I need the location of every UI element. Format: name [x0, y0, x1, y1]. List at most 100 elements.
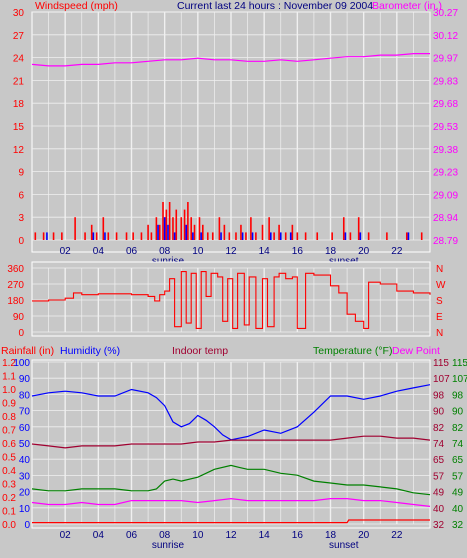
tick-label-windspeed: 27 [13, 31, 25, 42]
tick-label-dewpoint: 40 [452, 504, 464, 515]
wind-bars [34, 202, 423, 240]
tick-label-windspeed: 9 [18, 168, 24, 179]
tick-label-humidity: 30 [19, 471, 31, 482]
tick-label-degrees: 270 [7, 280, 24, 291]
tick-label-rainfall: 0.5 [2, 453, 16, 464]
tick-label-windspeed: 18 [13, 99, 25, 110]
tick-label-temperature: 98 [433, 390, 445, 401]
tick-label-barometer: 29.38 [433, 145, 458, 156]
tick-label-compass: N [436, 264, 443, 275]
tick-label-barometer: 29.68 [433, 99, 458, 110]
tick-label-humidity: 40 [19, 455, 31, 466]
tick-label-dewpoint: 98 [452, 390, 464, 401]
tick-label-humidity: 0 [24, 520, 30, 531]
temperature-time-axis: 02 04 06 08 10 12 14 16 18 20 22 sunrise sunset [60, 530, 403, 551]
tick-label-temperature: 74 [433, 439, 445, 450]
tick-label-temperature: 90 [433, 407, 445, 418]
tick-label-compass: S [436, 296, 443, 307]
tick-label-humidity: 20 [19, 488, 31, 499]
tick-label-degrees: 180 [7, 296, 24, 307]
indoor-temp-label: Indoor temp [172, 345, 228, 357]
tick-label-dewpoint: 107 [452, 374, 467, 385]
tick-label-hour: 16 [292, 530, 304, 541]
tick-label-hour: 06 [126, 246, 138, 257]
tick-label-temperature: 65 [433, 455, 445, 466]
tick-label-barometer: 28.94 [433, 213, 458, 224]
tick-label-windspeed: 30 [13, 8, 25, 19]
tick-label-barometer: 29.09 [433, 190, 458, 201]
tick-label-rainfall: 0.2 [2, 493, 16, 504]
tick-label-rainfall: 1.1 [2, 372, 16, 383]
tick-label-humidity: 60 [19, 423, 31, 434]
tick-label-rainfall: 1.2 [2, 358, 16, 369]
tick-label-compass: E [436, 312, 443, 323]
tick-label-hour: 14 [259, 246, 271, 257]
tick-label-windspeed: 15 [13, 122, 25, 133]
dewpoint-axis: 115 107 98 90 82 74 65 57 49 40 32 [452, 358, 467, 531]
tick-label-hour: 20 [358, 246, 370, 257]
rainfall-axis-label: Rainfall (in) [1, 345, 54, 357]
series-line [31, 497, 431, 507]
tick-label-hour: 22 [391, 246, 403, 257]
tick-label-temperature: 115 [433, 358, 449, 369]
tick-label-temperature: 107 [433, 374, 450, 385]
sunset-label: sunset [329, 540, 359, 551]
series-line [31, 435, 431, 449]
tick-label-dewpoint: 90 [452, 407, 464, 418]
tick-label-temperature: 82 [433, 423, 445, 434]
rainfall-axis: 1.2 1.1 1.0 0.9 0.8 0.7 0.6 0.5 0.4 0.3 0.2 0.1 0.0 [2, 358, 16, 531]
tick-label-dewpoint: 82 [452, 423, 464, 434]
tick-label-hour: 08 [159, 246, 171, 257]
tick-label-hour: 22 [391, 530, 403, 541]
series-line [31, 384, 431, 441]
tick-label-humidity: 10 [19, 504, 31, 515]
tick-label-barometer: 30.12 [433, 31, 458, 42]
tick-label-hour: 18 [325, 246, 337, 257]
tick-label-barometer: 29.83 [433, 76, 458, 87]
tick-label-rainfall: 1.0 [2, 385, 16, 396]
tick-label-barometer: 29.97 [433, 54, 458, 65]
temperature-axis: 115 107 98 90 82 74 65 57 49 40 32 [433, 358, 450, 531]
tick-label-hour: 20 [358, 530, 370, 541]
direction-degree-axis: 360 270 180 90 0 [7, 264, 24, 339]
tick-label-temperature: 49 [433, 488, 445, 499]
tick-label-hour: 12 [225, 246, 237, 257]
tick-label-rainfall: 0.4 [2, 466, 16, 477]
tick-label-rainfall: 0.8 [2, 412, 16, 423]
barometer-axis-label: Barometer (in.) [372, 0, 442, 12]
tick-label-barometer: 30.27 [433, 8, 458, 19]
tick-label-windspeed: 12 [13, 145, 25, 156]
tick-label-windspeed: 24 [13, 54, 25, 65]
tick-label-hour: 02 [60, 530, 72, 541]
tick-label-humidity: 50 [19, 439, 31, 450]
tick-label-dewpoint: 74 [452, 439, 464, 450]
tick-label-windspeed: 21 [13, 76, 25, 87]
tick-label-rainfall: 0.0 [2, 520, 16, 531]
sunrise-label: sunrise [152, 540, 185, 551]
tick-label-windspeed: 0 [18, 236, 24, 247]
tick-label-rainfall: 0.7 [2, 426, 16, 437]
tick-label-temperature: 40 [433, 504, 445, 515]
tick-label-hour: 10 [192, 246, 204, 257]
tick-label-windspeed: 3 [18, 213, 24, 224]
tick-label-barometer: 28.79 [433, 236, 458, 247]
dewpoint-axis-label: Dew Point [392, 345, 440, 357]
tick-label-barometer: 29.53 [433, 122, 458, 133]
tick-label-dewpoint: 115 [452, 358, 467, 369]
wind-direction-line [32, 271, 431, 329]
tick-label-rainfall: 0.6 [2, 439, 16, 450]
temperature-axis-label: Temperature (°F) [313, 345, 392, 357]
tick-label-dewpoint: 57 [452, 471, 464, 482]
tick-label-hour: 08 [159, 530, 171, 541]
tick-label-windspeed: 6 [18, 190, 24, 201]
tick-label-dewpoint: 65 [452, 455, 464, 466]
tick-label-hour: 04 [93, 246, 105, 257]
tick-label-humidity: 80 [19, 390, 31, 401]
tick-label-temperature: 57 [433, 471, 445, 482]
tick-label-rainfall: 0.9 [2, 399, 16, 410]
temperature-grid [32, 361, 430, 525]
tick-label-degrees: 360 [7, 264, 24, 275]
